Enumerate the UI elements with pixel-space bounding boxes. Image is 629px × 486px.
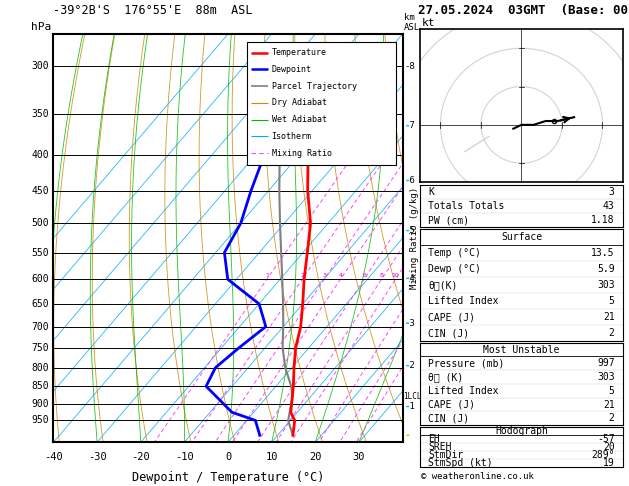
Text: 30: 30 — [353, 452, 365, 463]
Text: 300: 300 — [31, 61, 49, 71]
Text: 13.5: 13.5 — [591, 248, 615, 259]
Text: 20: 20 — [309, 452, 321, 463]
Text: Temp (°C): Temp (°C) — [428, 248, 481, 259]
Text: Dewpoint: Dewpoint — [272, 65, 311, 74]
Text: Mixing Ratio (g/kg): Mixing Ratio (g/kg) — [410, 187, 419, 289]
Text: -8: -8 — [404, 62, 415, 71]
Text: 21: 21 — [603, 399, 615, 410]
Text: 4: 4 — [338, 273, 342, 278]
Text: Mixing Ratio: Mixing Ratio — [272, 149, 331, 157]
Text: -5: -5 — [404, 226, 415, 235]
Text: Surface: Surface — [501, 232, 542, 243]
Text: Hodograph: Hodograph — [495, 426, 548, 435]
Text: 600: 600 — [31, 274, 49, 284]
Text: 350: 350 — [31, 109, 49, 119]
Text: kt: kt — [422, 17, 436, 28]
Text: 1: 1 — [265, 273, 269, 278]
Text: Lifted Index: Lifted Index — [428, 386, 499, 396]
Text: 289°: 289° — [591, 450, 615, 460]
Text: 10: 10 — [265, 452, 278, 463]
Text: θᴇ(K): θᴇ(K) — [428, 280, 458, 290]
Text: SREH: SREH — [428, 442, 452, 451]
Text: 500: 500 — [31, 218, 49, 228]
Text: 450: 450 — [31, 186, 49, 196]
Text: -30: -30 — [87, 452, 106, 463]
Text: 0: 0 — [225, 452, 231, 463]
Text: StmDir: StmDir — [428, 450, 464, 460]
Text: CIN (J): CIN (J) — [428, 414, 469, 423]
Text: -7: -7 — [404, 122, 415, 130]
Text: Lifted Index: Lifted Index — [428, 296, 499, 306]
Text: Most Unstable: Most Unstable — [483, 345, 560, 354]
Text: CIN (J): CIN (J) — [428, 328, 469, 338]
Text: 750: 750 — [31, 343, 49, 353]
Text: 303: 303 — [597, 372, 615, 382]
Text: Temperature: Temperature — [272, 48, 326, 57]
Text: Isotherm: Isotherm — [272, 132, 311, 141]
Text: 550: 550 — [31, 247, 49, 258]
Text: -40: -40 — [44, 452, 63, 463]
Text: K: K — [428, 187, 434, 197]
Text: 5: 5 — [609, 296, 615, 306]
Text: -3: -3 — [404, 319, 415, 328]
Text: θᴇ (K): θᴇ (K) — [428, 372, 464, 382]
Text: 700: 700 — [31, 322, 49, 331]
Text: PW (cm): PW (cm) — [428, 215, 469, 226]
Text: 2: 2 — [609, 414, 615, 423]
Text: 800: 800 — [31, 363, 49, 373]
Text: 1LCL: 1LCL — [404, 392, 422, 401]
Text: Dewp (°C): Dewp (°C) — [428, 264, 481, 274]
Text: © weatheronline.co.uk: © weatheronline.co.uk — [421, 472, 534, 481]
Text: 650: 650 — [31, 299, 49, 309]
Text: -57: -57 — [597, 434, 615, 444]
Text: Wet Adiabat: Wet Adiabat — [272, 115, 326, 124]
Text: 2: 2 — [300, 273, 304, 278]
Text: 997: 997 — [597, 358, 615, 368]
Text: 900: 900 — [31, 399, 49, 409]
Text: 1.18: 1.18 — [591, 215, 615, 226]
Text: Pressure (mb): Pressure (mb) — [428, 358, 504, 368]
Text: -39°2B'S  176°55'E  88m  ASL: -39°2B'S 176°55'E 88m ASL — [53, 4, 253, 17]
Text: 43: 43 — [603, 201, 615, 211]
Text: km
ASL: km ASL — [404, 13, 420, 32]
Text: 21: 21 — [603, 312, 615, 322]
FancyBboxPatch shape — [247, 42, 396, 165]
Text: 27.05.2024  03GMT  (Base: 00): 27.05.2024 03GMT (Base: 00) — [418, 4, 629, 17]
Text: 400: 400 — [31, 150, 49, 160]
Text: 8: 8 — [380, 273, 384, 278]
Text: 3: 3 — [322, 273, 326, 278]
Text: Dewpoint / Temperature (°C): Dewpoint / Temperature (°C) — [132, 471, 324, 484]
Text: 950: 950 — [31, 416, 49, 425]
Text: 2: 2 — [609, 328, 615, 338]
Text: -10: -10 — [175, 452, 194, 463]
Text: 10: 10 — [392, 273, 399, 278]
Text: -1: -1 — [404, 402, 415, 411]
Text: 19: 19 — [603, 458, 615, 468]
Text: Parcel Trajectory: Parcel Trajectory — [272, 82, 357, 90]
Text: CAPE (J): CAPE (J) — [428, 399, 476, 410]
Text: Totals Totals: Totals Totals — [428, 201, 504, 211]
Text: -6: -6 — [404, 176, 415, 185]
Text: 5.9: 5.9 — [597, 264, 615, 274]
Text: StmSpd (kt): StmSpd (kt) — [428, 458, 493, 468]
Text: CAPE (J): CAPE (J) — [428, 312, 476, 322]
Text: 3: 3 — [609, 187, 615, 197]
Text: 303: 303 — [597, 280, 615, 290]
Text: -4: -4 — [404, 274, 415, 283]
Text: hPa: hPa — [31, 22, 51, 32]
Text: 850: 850 — [31, 381, 49, 391]
Text: 20: 20 — [603, 442, 615, 451]
Text: EH: EH — [428, 434, 440, 444]
Text: Dry Adiabat: Dry Adiabat — [272, 98, 326, 107]
Text: 5: 5 — [609, 386, 615, 396]
Text: -20: -20 — [131, 452, 150, 463]
Text: 6: 6 — [362, 273, 366, 278]
Text: -2: -2 — [404, 361, 415, 370]
